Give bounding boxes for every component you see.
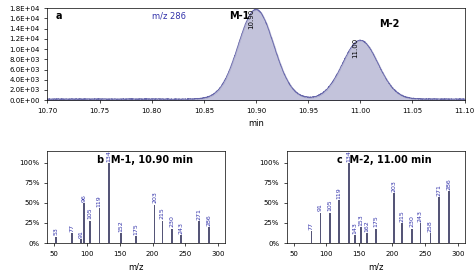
- Bar: [154, 205, 155, 243]
- Text: 105: 105: [327, 200, 332, 211]
- Bar: [419, 223, 421, 243]
- Text: 271: 271: [437, 184, 441, 196]
- Bar: [99, 208, 100, 243]
- Bar: [136, 236, 137, 243]
- Bar: [83, 203, 85, 243]
- Bar: [80, 239, 82, 243]
- Text: 143: 143: [352, 222, 357, 234]
- Text: M-1: M-1: [229, 11, 249, 21]
- Bar: [208, 227, 210, 243]
- Text: 105: 105: [88, 208, 92, 219]
- Bar: [71, 233, 73, 243]
- Text: a: a: [56, 11, 62, 21]
- X-axis label: min: min: [248, 119, 264, 129]
- Text: 153: 153: [359, 214, 364, 226]
- Bar: [338, 200, 340, 243]
- Text: 53: 53: [54, 228, 58, 235]
- Bar: [329, 212, 330, 243]
- Text: 10.90: 10.90: [248, 8, 254, 29]
- Bar: [354, 235, 356, 243]
- Text: 203: 203: [392, 180, 397, 192]
- Bar: [109, 163, 110, 243]
- X-axis label: m/z: m/z: [128, 262, 144, 270]
- Text: 215: 215: [400, 210, 405, 222]
- Text: 91: 91: [78, 230, 83, 238]
- Bar: [361, 227, 362, 243]
- Text: 286: 286: [207, 214, 211, 226]
- Bar: [448, 191, 449, 243]
- X-axis label: m/z: m/z: [368, 262, 383, 270]
- Text: 243: 243: [418, 210, 423, 222]
- Text: 91: 91: [318, 204, 323, 211]
- Text: 258: 258: [428, 220, 433, 232]
- Bar: [429, 233, 431, 243]
- Text: 230: 230: [170, 215, 175, 227]
- Bar: [411, 229, 413, 243]
- Bar: [89, 221, 91, 243]
- Text: 215: 215: [160, 208, 165, 219]
- Text: 286: 286: [446, 178, 451, 190]
- Text: 77: 77: [309, 222, 314, 230]
- Text: 175: 175: [373, 216, 378, 227]
- Bar: [172, 229, 173, 243]
- Bar: [393, 193, 395, 243]
- Text: 134: 134: [107, 150, 112, 162]
- Text: 119: 119: [97, 195, 102, 207]
- Text: 271: 271: [197, 208, 202, 220]
- Bar: [401, 223, 403, 243]
- Text: 96: 96: [82, 194, 87, 202]
- Text: 243: 243: [178, 222, 183, 234]
- Bar: [55, 237, 57, 243]
- Bar: [120, 233, 122, 243]
- Bar: [199, 221, 200, 243]
- Text: 203: 203: [152, 191, 157, 203]
- Text: m/z 286: m/z 286: [152, 12, 186, 21]
- Text: M-2: M-2: [379, 19, 400, 29]
- Bar: [348, 163, 350, 243]
- Text: 230: 230: [410, 215, 414, 227]
- Text: 175: 175: [134, 223, 139, 235]
- Bar: [320, 212, 321, 243]
- Text: 152: 152: [118, 220, 124, 232]
- Text: 119: 119: [337, 187, 341, 198]
- Text: 162: 162: [365, 220, 370, 232]
- Bar: [438, 197, 440, 243]
- Bar: [162, 221, 163, 243]
- Text: 11.00: 11.00: [352, 38, 358, 58]
- Bar: [366, 233, 368, 243]
- Bar: [310, 231, 312, 243]
- Text: b  M-1, 10.90 min: b M-1, 10.90 min: [97, 154, 193, 165]
- Bar: [375, 229, 376, 243]
- Text: 134: 134: [346, 150, 351, 162]
- Bar: [180, 235, 182, 243]
- Text: 77: 77: [69, 224, 74, 232]
- Text: c  M-2, 11.00 min: c M-2, 11.00 min: [337, 154, 432, 165]
